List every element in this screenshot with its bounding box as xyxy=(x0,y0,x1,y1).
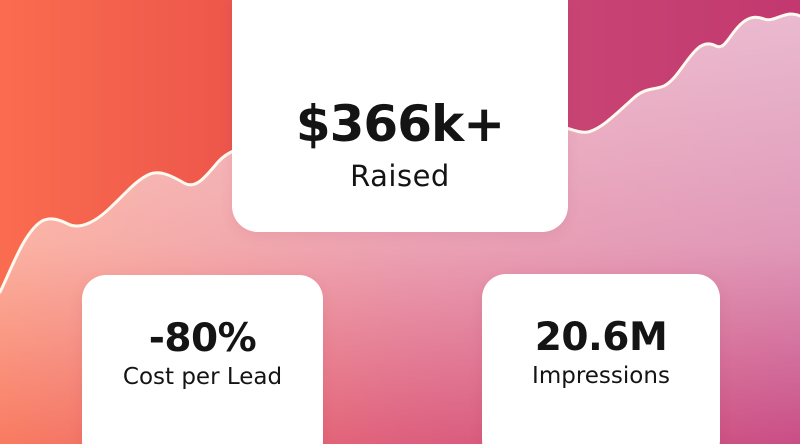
stat-card-cost-per-lead: -80% Cost per Lead xyxy=(82,275,323,444)
stat-value: $366k+ xyxy=(295,95,505,153)
stat-value: 20.6M xyxy=(534,315,668,360)
stat-label: Impressions xyxy=(532,362,670,389)
stat-label: Raised xyxy=(350,158,450,193)
stat-card-raised: $366k+ Raised xyxy=(232,0,568,232)
stat-value: -80% xyxy=(148,316,257,361)
stat-card-impressions: 20.6M Impressions xyxy=(482,274,720,444)
stat-label: Cost per Lead xyxy=(122,363,283,390)
